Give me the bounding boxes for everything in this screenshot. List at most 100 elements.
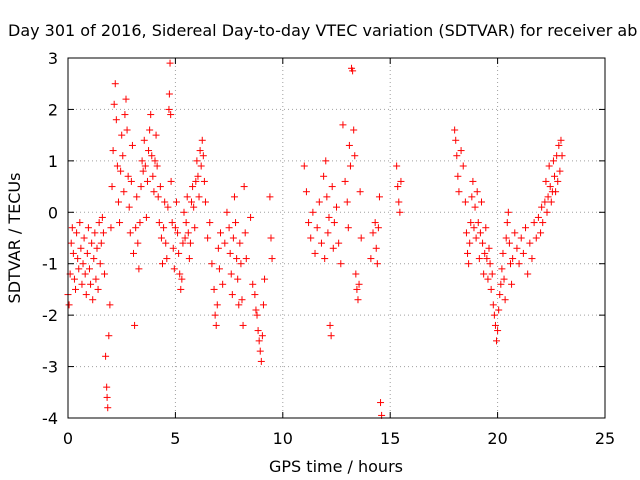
data-point — [557, 136, 565, 144]
x-axis-ticks: 0 5 10 15 20 25 — [63, 58, 615, 448]
data-point — [503, 219, 511, 227]
data-point — [501, 296, 509, 304]
data-point — [139, 167, 147, 175]
data-point — [160, 224, 168, 232]
data-point — [494, 327, 502, 335]
data-point — [472, 234, 480, 242]
data-point — [467, 219, 475, 227]
data-point — [105, 332, 113, 340]
data-point — [87, 280, 95, 288]
data-point — [73, 229, 81, 237]
data-point — [190, 203, 198, 211]
data-point — [558, 152, 566, 160]
data-point — [193, 157, 201, 165]
data-point — [249, 280, 257, 288]
data-point — [375, 193, 383, 201]
data-point — [261, 275, 269, 283]
data-point — [251, 291, 259, 299]
data-point — [223, 208, 231, 216]
data-point — [555, 141, 563, 149]
chart-title: Day 301 of 2016, Sidereal Day-to-day VTE… — [8, 21, 637, 40]
y-tick-label: -1 — [42, 255, 58, 274]
data-point — [75, 265, 83, 273]
data-point — [317, 239, 325, 247]
data-point — [97, 239, 105, 247]
data-point — [154, 193, 162, 201]
data-point — [537, 229, 545, 237]
data-point — [311, 249, 319, 257]
data-point — [137, 183, 145, 191]
x-axis-label: GPS time / hours — [269, 457, 403, 476]
data-point — [169, 244, 177, 252]
data-point — [452, 136, 460, 144]
data-point — [143, 177, 151, 185]
data-point — [83, 249, 91, 257]
data-point — [307, 234, 315, 242]
data-point — [168, 219, 176, 227]
y-tick-label: 2 — [48, 100, 58, 119]
data-point — [138, 157, 146, 165]
data-point — [191, 224, 199, 232]
data-point — [327, 332, 335, 340]
data-point — [530, 219, 538, 227]
data-point — [515, 260, 523, 268]
data-point — [70, 275, 78, 283]
data-point — [470, 224, 478, 232]
data-point — [344, 224, 352, 232]
data-point — [109, 147, 117, 155]
data-point — [233, 255, 241, 263]
data-point — [502, 234, 510, 242]
data-point — [468, 193, 476, 201]
data-point — [532, 234, 540, 242]
data-point — [153, 162, 161, 170]
data-point — [84, 224, 92, 232]
data-point — [313, 224, 321, 232]
data-point — [486, 260, 494, 268]
data-point — [82, 291, 90, 299]
data-point — [511, 229, 519, 237]
data-point — [522, 224, 530, 232]
data-point — [123, 126, 131, 134]
data-point — [214, 244, 222, 252]
data-point — [355, 280, 363, 288]
data-point — [167, 177, 175, 185]
data-point — [524, 270, 532, 278]
data-point — [85, 265, 93, 273]
data-point — [497, 280, 505, 288]
data-point — [76, 219, 84, 227]
data-point — [239, 321, 247, 329]
data-point — [140, 136, 148, 144]
data-point — [372, 244, 380, 252]
data-point — [346, 162, 354, 170]
data-point — [122, 95, 130, 103]
data-point — [237, 260, 245, 268]
x-tick-label: 15 — [380, 429, 400, 448]
data-point — [211, 311, 219, 319]
data-point — [215, 265, 223, 273]
data-point — [80, 234, 88, 242]
data-point — [373, 260, 381, 268]
data-point — [528, 255, 536, 263]
data-point — [104, 404, 112, 412]
data-point — [495, 306, 503, 314]
data-point — [95, 219, 103, 227]
data-point — [509, 255, 517, 263]
data-point — [499, 249, 507, 257]
data-point — [149, 172, 157, 180]
data-point — [204, 234, 212, 242]
data-point — [157, 234, 165, 242]
data-point — [177, 285, 185, 293]
data-point — [477, 198, 485, 206]
data-point — [134, 239, 142, 247]
data-point — [135, 265, 143, 273]
data-point — [125, 203, 133, 211]
data-point — [326, 321, 334, 329]
data-point — [198, 136, 206, 144]
data-point — [161, 198, 169, 206]
data-point — [517, 234, 525, 242]
data-point — [490, 311, 498, 319]
data-point — [462, 229, 470, 237]
data-point — [94, 285, 102, 293]
data-point — [200, 177, 208, 185]
